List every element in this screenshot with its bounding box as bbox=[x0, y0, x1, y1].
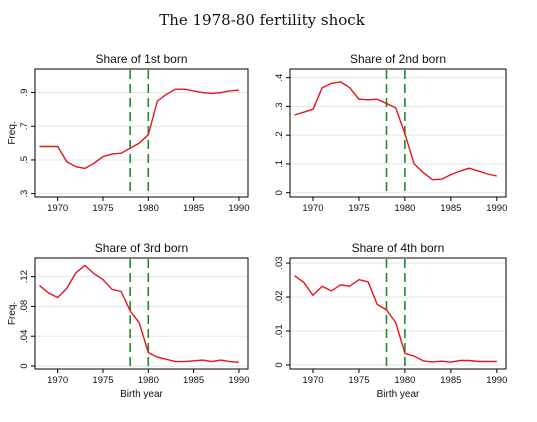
y-tick-label: .08 bbox=[19, 300, 30, 313]
series-line bbox=[39, 88, 239, 170]
x-tick-label: 1985 bbox=[183, 375, 204, 386]
y-tick-label: .03 bbox=[274, 256, 285, 269]
y-tick-label: .4 bbox=[274, 74, 285, 82]
y-tick-label: .9 bbox=[19, 89, 30, 97]
x-tick-label: 1970 bbox=[302, 203, 323, 214]
x-tick-label: 1985 bbox=[183, 203, 204, 214]
plot-frame bbox=[289, 68, 507, 198]
y-tick-label: .5 bbox=[19, 156, 30, 164]
y-tick-label: .3 bbox=[19, 190, 30, 198]
plot-frame bbox=[289, 257, 507, 370]
x-tick-label: 1975 bbox=[92, 375, 113, 386]
y-tick-label: 0 bbox=[19, 363, 30, 368]
figure-title: The 1978-80 fertility shock bbox=[159, 11, 365, 29]
y-tick-label: .1 bbox=[274, 160, 285, 168]
y-tick-label: .01 bbox=[274, 324, 285, 337]
chart-panel-2: Share of 2nd born 1970 1975 1980 1985 1990 0 .1… bbox=[274, 52, 507, 214]
x-axis-label: Birth year bbox=[120, 389, 163, 400]
y-axis-label: Freq. bbox=[7, 302, 18, 325]
series-line bbox=[294, 81, 497, 181]
plot-frame bbox=[34, 257, 249, 370]
y-tick-label: .3 bbox=[274, 102, 285, 110]
x-tick-label: 1980 bbox=[394, 203, 415, 214]
series-line bbox=[294, 275, 497, 363]
panel-title: Share of 4th born bbox=[352, 241, 445, 255]
chart-panel-1: Share of 1st born 1970 1975 1980 1985 1990 .3.… bbox=[7, 52, 250, 214]
chart-panel-3: Share of 3rd born 1970 1975 1980 1985 1990 0 .0… bbox=[7, 241, 250, 400]
x-tick-label: 1990 bbox=[228, 203, 249, 214]
x-tick-label: 1970 bbox=[47, 203, 68, 214]
x-axis-label: Birth year bbox=[377, 389, 420, 400]
x-tick-label: 1980 bbox=[138, 203, 159, 214]
y-tick-label: .04 bbox=[19, 330, 30, 343]
plot-frame bbox=[34, 68, 249, 198]
x-tick-label: 1990 bbox=[486, 375, 507, 386]
y-tick-label: 0 bbox=[274, 190, 285, 195]
y-tick-label: .12 bbox=[19, 270, 30, 283]
x-tick-label: 1970 bbox=[302, 375, 323, 386]
y-axis-label: Freq. bbox=[7, 121, 18, 144]
x-tick-label: 1970 bbox=[47, 375, 68, 386]
y-tick-label: .02 bbox=[274, 290, 285, 303]
x-tick-label: 1985 bbox=[440, 203, 461, 214]
y-tick-label: .2 bbox=[274, 131, 285, 139]
x-tick-label: 1975 bbox=[348, 203, 369, 214]
panel-title: Share of 3rd born bbox=[95, 241, 188, 255]
x-tick-label: 1990 bbox=[486, 203, 507, 214]
y-tick-label: .7 bbox=[19, 122, 30, 130]
y-tick-label: 0 bbox=[274, 362, 285, 367]
x-tick-label: 1980 bbox=[394, 375, 415, 386]
series-line bbox=[39, 264, 239, 363]
panel-title: Share of 2nd born bbox=[350, 52, 446, 66]
x-tick-label: 1975 bbox=[92, 203, 113, 214]
x-tick-label: 1980 bbox=[138, 375, 159, 386]
x-tick-label: 1985 bbox=[440, 375, 461, 386]
chart-panel-4: Share of 4th born 1970 1975 1980 1985 1990 0 .0… bbox=[274, 241, 507, 400]
panel-title: Share of 1st born bbox=[95, 52, 187, 66]
x-tick-label: 1975 bbox=[348, 375, 369, 386]
x-tick-label: 1990 bbox=[228, 375, 249, 386]
